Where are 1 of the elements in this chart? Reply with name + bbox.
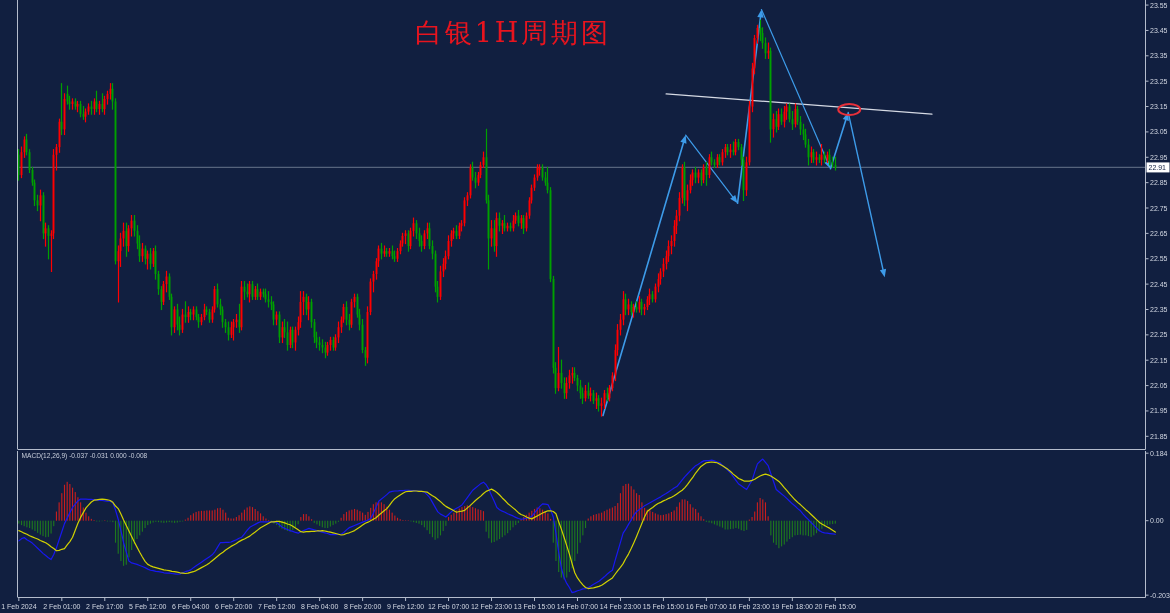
text: 白银1H周期图	[414, 17, 612, 48]
